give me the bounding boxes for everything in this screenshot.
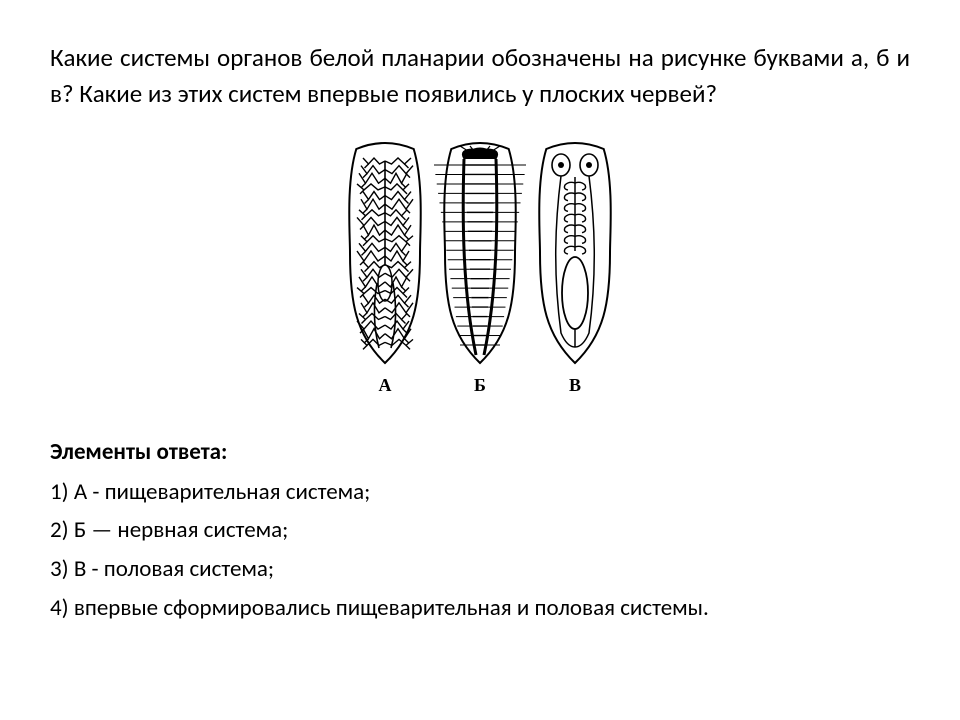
svg-text:А: А — [379, 375, 392, 395]
question-text: Какие системы органов белой планарии обо… — [50, 40, 910, 113]
answer-item: 3) В - половая система; — [50, 551, 910, 588]
answer-item: 1) А - пищеварительная система; — [50, 474, 910, 511]
answer-item: 4) впервые сформировались пищеварительна… — [50, 590, 910, 627]
svg-text:В: В — [569, 375, 581, 395]
answer-item: 2) Б — нервная система; — [50, 512, 910, 549]
answer-heading: Элементы ответа: — [50, 438, 910, 466]
planaria-diagram: А Б В — [50, 133, 910, 408]
answer-list: 1) А - пищеварительная система; 2) Б — н… — [50, 474, 910, 627]
svg-text:Б: Б — [474, 375, 486, 395]
